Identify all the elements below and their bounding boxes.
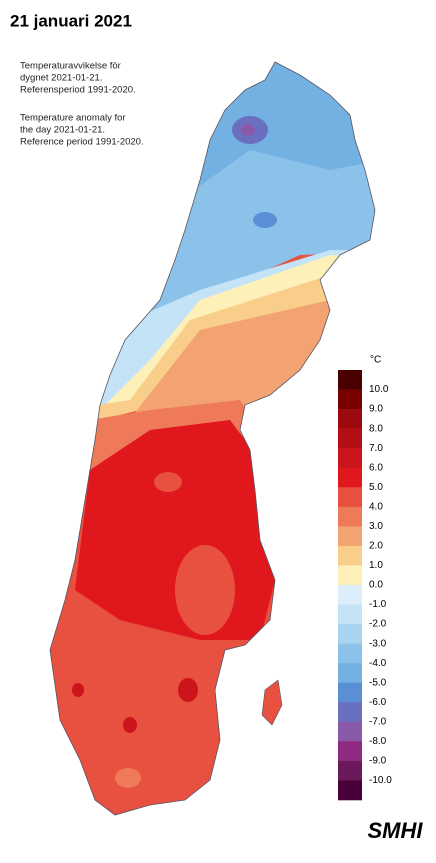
legend-swatch (338, 604, 362, 625)
description-line: the day 2021-01-21. (20, 125, 105, 136)
legend-label: 9.0 (369, 404, 383, 415)
legend-unit: °C (370, 355, 381, 366)
legend-label: -7.0 (369, 716, 387, 727)
legend-swatch (338, 702, 362, 723)
legend-label: -1.0 (369, 599, 387, 610)
legend-label: -6.0 (369, 697, 387, 708)
legend-swatch (338, 682, 362, 703)
legend-label: -8.0 (369, 736, 387, 747)
legend-label: 10.0 (369, 384, 389, 395)
legend-swatch (338, 643, 362, 664)
description-line: Referensperiod 1991-2020. (20, 85, 136, 96)
legend-label: 5.0 (369, 482, 383, 493)
legend-swatch (338, 506, 362, 527)
legend-swatch (338, 545, 362, 566)
gotland (261, 679, 283, 726)
legend-swatch (338, 760, 362, 781)
legend-label: 3.0 (369, 521, 383, 532)
legend-swatch (338, 389, 362, 410)
legend-label: 4.0 (369, 501, 383, 512)
border (49, 61, 376, 816)
logo: SMHI (368, 818, 424, 843)
legend-swatch (338, 585, 362, 605)
description-line: dygnet 2021-01-21. (20, 73, 102, 84)
legend-label: 0.0 (369, 580, 383, 591)
legend-label: -2.0 (369, 619, 387, 630)
legend-label: -4.0 (369, 658, 387, 669)
legend-label: 1.0 (369, 560, 383, 571)
title: 21 januari 2021 (10, 11, 132, 30)
legend-swatch (338, 741, 362, 762)
legend-swatch (338, 409, 362, 429)
legend-swatch (338, 663, 362, 684)
legend-swatch (338, 448, 362, 469)
legend-label: -5.0 (369, 677, 387, 688)
description-line: Reference period 1991-2020. (20, 137, 144, 148)
legend-swatch (338, 467, 362, 488)
legend-swatch (338, 565, 362, 586)
legend-swatch (338, 624, 362, 644)
description-line: Temperaturavvikelse för (20, 61, 121, 72)
legend-label: 8.0 (369, 423, 383, 434)
legend-label: -3.0 (369, 638, 387, 649)
legend-swatch (338, 428, 362, 449)
legend-label: 7.0 (369, 443, 383, 454)
legend-swatch (338, 370, 362, 390)
legend-swatch (338, 487, 362, 508)
legend-label: -10.0 (369, 775, 392, 786)
legend-swatch (338, 721, 362, 742)
legend-swatch (338, 780, 362, 801)
legend: 10.0 9.0 8.0 7.0 6.0 5.0 4.0 3.0 2.0 1.0 0.0 -1.0 -2… (338, 370, 392, 801)
legend-label: -9.0 (369, 756, 387, 767)
legend-swatch (338, 526, 362, 547)
description-line: Temperature anomaly for (20, 113, 126, 124)
legend-label: 6.0 (369, 462, 383, 473)
legend-label: 2.0 (369, 541, 383, 552)
